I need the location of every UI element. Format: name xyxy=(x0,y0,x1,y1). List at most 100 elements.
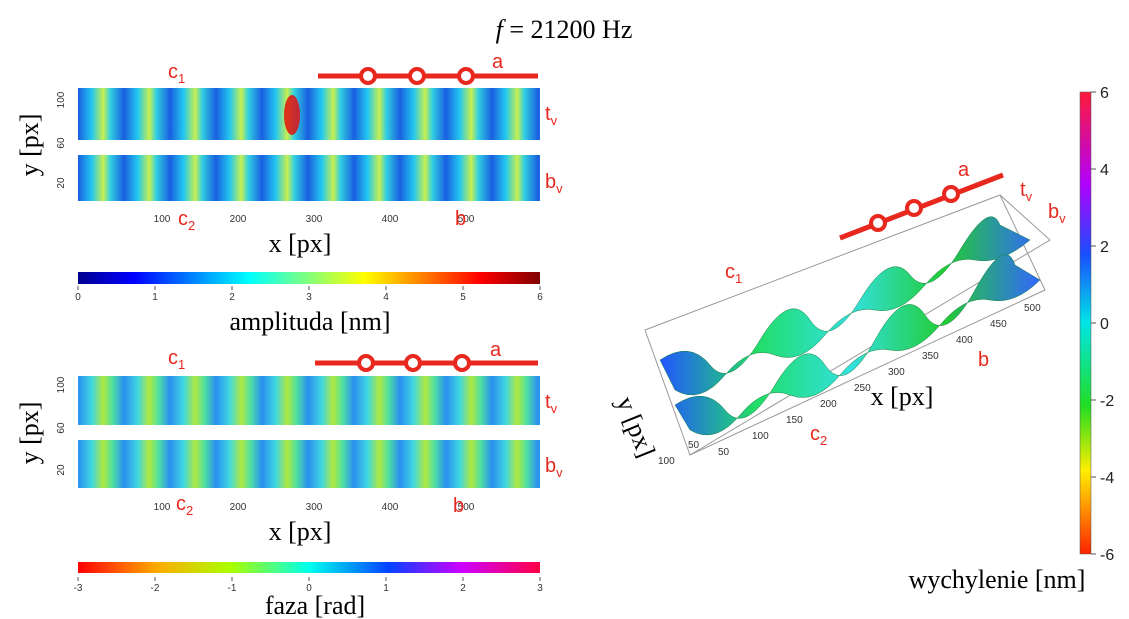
colorbar-tick-label: 2 xyxy=(460,583,466,594)
marker-label: tv xyxy=(545,391,558,416)
colorbar-tick-label: 6 xyxy=(1100,85,1109,102)
amplitude-colorbar xyxy=(78,272,540,284)
colorbar-tick-label: 2 xyxy=(1100,239,1109,256)
phase-map-bottom xyxy=(78,440,540,488)
marker-label: a xyxy=(958,159,970,181)
colorbar-tick-label: -4 xyxy=(1100,470,1114,487)
marker-label: c2 xyxy=(178,208,195,233)
marker-label: tv xyxy=(545,103,558,128)
label-sub: 2 xyxy=(186,503,193,518)
label-sub: 1 xyxy=(735,271,742,286)
label-sub: v xyxy=(551,113,558,128)
y-tick-label: 60 xyxy=(56,422,67,434)
x-tick-label: 150 xyxy=(786,415,803,426)
marker-point xyxy=(942,185,960,203)
label-sub: v xyxy=(1059,211,1066,226)
colorbar-tick-label: -1 xyxy=(228,583,237,594)
colorbar-tick-label: 4 xyxy=(1100,162,1109,179)
marker-point xyxy=(869,214,887,232)
marker-label: b xyxy=(978,349,989,371)
x-tick-label: 300 xyxy=(306,502,323,513)
y-tick-label: 60 xyxy=(56,137,67,149)
label-sub: v xyxy=(551,401,558,416)
x-tick-label: 400 xyxy=(956,335,973,346)
colorbar-tick-label: 0 xyxy=(75,292,81,303)
marker-point xyxy=(905,199,923,217)
colorbar-tick-label: 1 xyxy=(152,292,158,303)
y-label: y [px] xyxy=(15,114,44,177)
surface-top xyxy=(659,216,1031,396)
x-tick-label: 450 xyxy=(990,319,1007,330)
label-sub: 2 xyxy=(820,433,827,448)
colorbar-tick-label: 6 xyxy=(537,292,543,303)
x-tick-label: 400 xyxy=(382,214,399,225)
colorbar-tick-label: -6 xyxy=(1100,547,1114,564)
x-tick-label: 200 xyxy=(230,502,247,513)
phase-colorbar xyxy=(78,562,540,573)
marker-label: c1 xyxy=(725,261,742,286)
y-tick-label: 100 xyxy=(56,376,67,393)
colorbar-tick-label: -2 xyxy=(151,583,160,594)
colorbar-tick-label: 3 xyxy=(306,292,312,303)
surface-bottom xyxy=(674,254,1041,436)
colorbar-tick-label: 0 xyxy=(306,583,312,594)
x-tick-label: 100 xyxy=(154,214,171,225)
y-tick-label: 100 xyxy=(56,91,67,108)
x-label: x [px] xyxy=(871,382,934,411)
colorbar-label: amplituda [nm] xyxy=(229,307,390,336)
label-base: c xyxy=(810,423,820,445)
marker-label: tv xyxy=(1020,179,1033,204)
marker-label: a xyxy=(490,339,502,361)
marker-label: b xyxy=(453,495,464,517)
x-label: x [px] xyxy=(269,229,332,258)
label-sub: v xyxy=(1026,189,1033,204)
colorbar-tick-label: 1 xyxy=(383,583,389,594)
marker-point xyxy=(357,354,375,372)
colorbar-label: faza [rad] xyxy=(265,591,365,619)
label-base: c xyxy=(168,347,178,369)
marker-label: c2 xyxy=(176,493,193,518)
deflection-colorbar xyxy=(1079,91,1092,555)
x-tick-label: 500 xyxy=(1024,303,1041,314)
x-tick-label: 200 xyxy=(230,214,247,225)
amplitude-map-bottom xyxy=(78,155,540,201)
y-tick-label: 20 xyxy=(56,464,67,476)
marker-point xyxy=(453,354,471,372)
colorbar-tick-label: 0 xyxy=(1100,316,1109,333)
marker-label: bv xyxy=(545,171,563,196)
label-base: c xyxy=(168,61,178,83)
label-base: c xyxy=(725,261,735,283)
colorbar-tick-label: 4 xyxy=(383,292,389,303)
label-base: b xyxy=(545,455,556,477)
marker-point xyxy=(359,67,377,85)
y-label: y [px] xyxy=(15,402,44,465)
colorbar-tick-label: 5 xyxy=(460,292,466,303)
x-tick-label: 250 xyxy=(854,383,871,394)
label-base: t xyxy=(1020,179,1026,201)
x-tick-label: 100 xyxy=(752,431,769,442)
colorbar-label: wychylenie [nm] xyxy=(909,565,1086,594)
marker-label: a xyxy=(492,51,504,73)
colorbar-tick-label: 3 xyxy=(537,583,543,594)
title-rest: = 21200 Hz xyxy=(503,15,632,44)
label-base: b xyxy=(1048,201,1059,223)
x-tick-label: 500 xyxy=(458,214,475,225)
amplitude-map-top xyxy=(78,88,540,140)
label-sub: 2 xyxy=(188,218,195,233)
marker-point xyxy=(404,354,422,372)
y-label: y [px] xyxy=(611,392,661,461)
title-var: f xyxy=(496,15,507,44)
x-tick-label: 350 xyxy=(922,351,939,362)
label-sub: 1 xyxy=(178,357,185,372)
label-base: t xyxy=(545,103,551,125)
label-sub: 1 xyxy=(178,71,185,86)
label-base: c xyxy=(176,493,186,515)
x-tick-label: 200 xyxy=(820,399,837,410)
label-base: b xyxy=(545,171,556,193)
x-tick-label: 300 xyxy=(306,214,323,225)
colorbar-tick-label: 2 xyxy=(229,292,235,303)
y-tick-label: 50 xyxy=(688,440,700,451)
marker-point xyxy=(457,67,475,85)
x-tick-label: 100 xyxy=(154,502,171,513)
